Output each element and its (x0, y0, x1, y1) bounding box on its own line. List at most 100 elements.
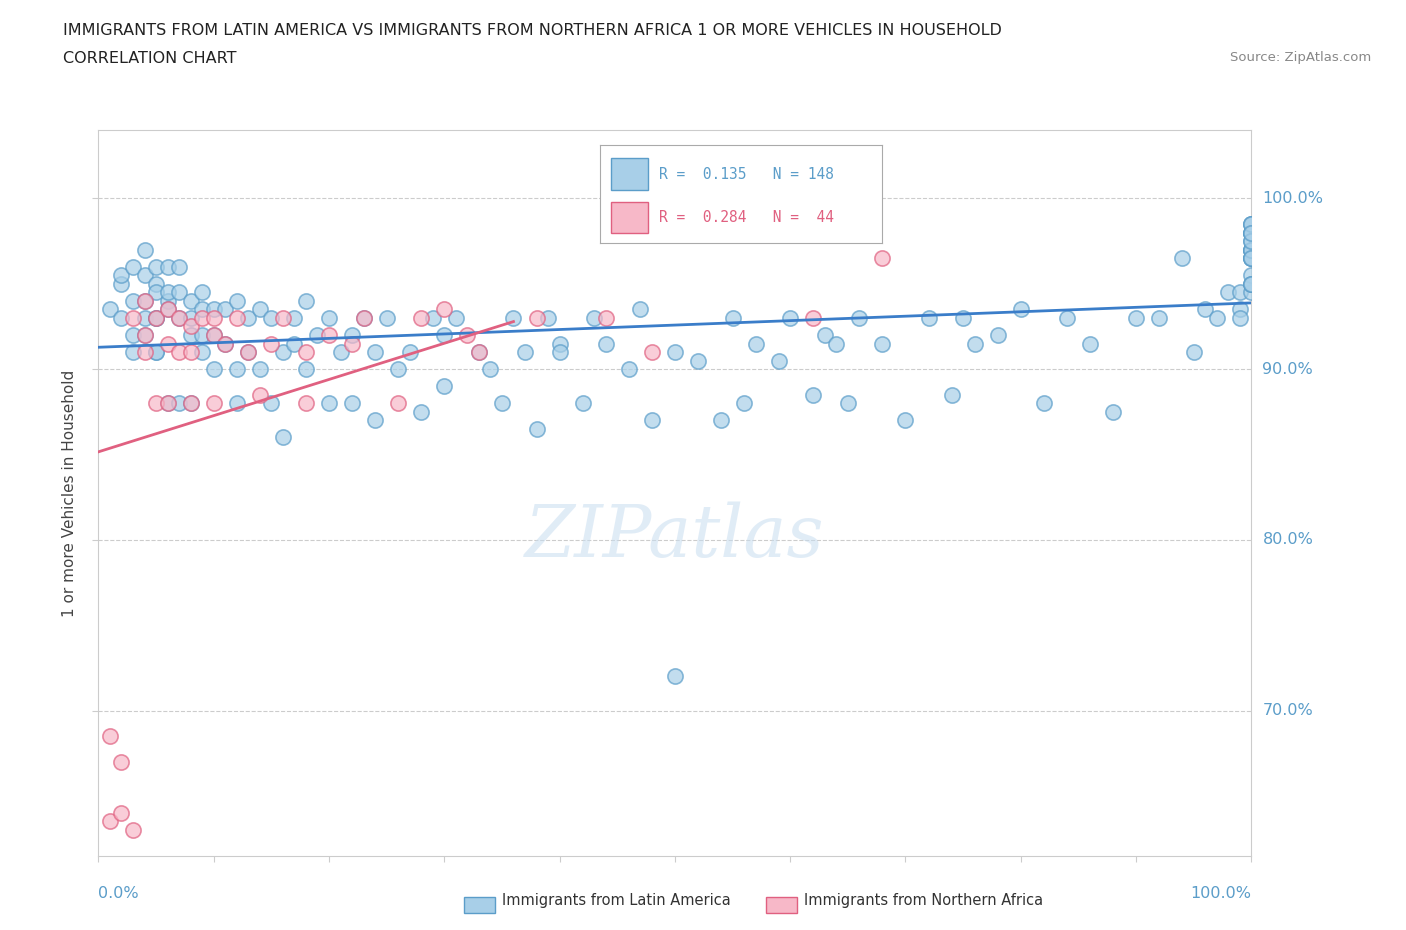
Text: Immigrants from Latin America: Immigrants from Latin America (502, 893, 731, 908)
Point (134, 311, 156, 325)
Point (214, 302, 236, 317)
Point (1240, 276, 1263, 291)
Point (686, 353, 709, 368)
Point (513, 345, 536, 360)
Point (110, 268, 132, 283)
Point (1229, 302, 1251, 317)
Point (156, 396, 179, 411)
Point (98, 814, 121, 829)
Point (987, 327, 1010, 342)
Point (271, 430, 294, 445)
Point (191, 345, 214, 360)
Point (191, 285, 214, 299)
Point (249, 362, 271, 377)
Point (952, 311, 974, 325)
Point (779, 311, 801, 325)
Point (1240, 276, 1263, 291)
Point (537, 311, 560, 325)
Point (156, 302, 179, 317)
Point (364, 345, 387, 360)
Point (145, 311, 167, 325)
Point (801, 387, 824, 402)
Point (145, 311, 167, 325)
Point (191, 327, 214, 342)
Point (98, 729, 121, 744)
Point (122, 327, 145, 342)
Y-axis label: 1 or more Vehicles in Household: 1 or more Vehicles in Household (62, 369, 77, 617)
Point (180, 319, 202, 334)
Point (156, 294, 179, 309)
Point (307, 327, 329, 342)
Text: ZIPatlas: ZIPatlas (524, 501, 825, 572)
Point (872, 336, 894, 351)
Point (1056, 311, 1078, 325)
Point (122, 311, 145, 325)
Point (271, 345, 294, 360)
Point (110, 276, 132, 291)
Point (180, 345, 202, 360)
Point (375, 311, 398, 325)
Point (156, 302, 179, 317)
Point (283, 336, 305, 351)
Point (167, 311, 190, 325)
Point (595, 336, 617, 351)
Text: 100.0%: 100.0% (1191, 886, 1251, 901)
Point (628, 302, 651, 317)
Point (814, 327, 837, 342)
Point (502, 311, 524, 325)
Point (260, 311, 283, 325)
Point (202, 311, 225, 325)
Point (122, 294, 145, 309)
Point (710, 413, 733, 428)
Point (202, 396, 225, 411)
Point (1240, 251, 1263, 266)
Point (1229, 311, 1251, 325)
Point (1010, 302, 1032, 317)
Point (721, 311, 744, 325)
Point (202, 327, 225, 342)
Point (122, 259, 145, 274)
Point (353, 311, 375, 325)
Point (468, 345, 491, 360)
Point (664, 345, 686, 360)
Point (548, 345, 571, 360)
Point (894, 413, 917, 428)
Point (145, 345, 167, 360)
Point (917, 311, 939, 325)
Point (1205, 311, 1227, 325)
Point (145, 396, 167, 411)
Point (1102, 405, 1125, 419)
Point (1240, 217, 1263, 232)
Point (167, 345, 190, 360)
Point (353, 311, 375, 325)
Point (180, 396, 202, 411)
Point (526, 421, 548, 436)
Point (238, 311, 260, 325)
Point (214, 336, 236, 351)
Point (260, 336, 283, 351)
Point (433, 379, 456, 393)
Point (617, 362, 640, 377)
Point (340, 336, 363, 351)
Point (134, 345, 156, 360)
Point (433, 302, 456, 317)
Text: 80.0%: 80.0% (1263, 532, 1313, 548)
Point (145, 276, 167, 291)
Point (1240, 217, 1263, 232)
Point (479, 362, 502, 377)
Text: Source: ZipAtlas.com: Source: ZipAtlas.com (1230, 51, 1371, 64)
Point (595, 311, 617, 325)
Point (134, 294, 156, 309)
Point (1240, 217, 1263, 232)
Text: 100.0%: 100.0% (1263, 191, 1323, 206)
Point (825, 336, 848, 351)
Point (134, 327, 156, 342)
Point (1240, 225, 1263, 240)
Point (318, 311, 340, 325)
Point (238, 345, 260, 360)
Point (398, 345, 420, 360)
Point (295, 362, 318, 377)
Point (801, 311, 824, 325)
Point (167, 311, 190, 325)
Point (167, 259, 190, 274)
